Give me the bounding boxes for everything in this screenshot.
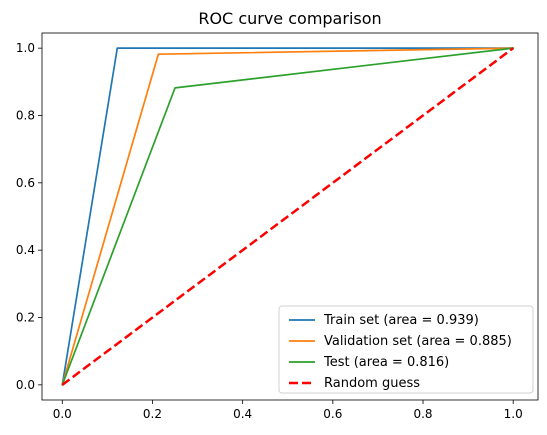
legend-items: Train set (area = 0.939) Validation set (… [289, 313, 512, 391]
series-line-0 [61, 47, 515, 386]
y-tick-label: 0.0 [16, 378, 35, 392]
x-tick-label: 0.0 [53, 407, 72, 421]
x-tick-label: 0.6 [323, 407, 342, 421]
x-axis-ticks: 0.0 0.2 0.4 0.6 0.8 1.0 [53, 400, 523, 421]
y-axis-ticks: 0.0 0.2 0.4 0.6 0.8 1.0 [16, 41, 42, 392]
series-layer [61, 47, 515, 386]
y-tick-label: 0.4 [16, 243, 35, 257]
series-line-1 [61, 47, 515, 386]
x-tick-label: 0.4 [233, 407, 252, 421]
y-tick-label: 0.2 [16, 311, 35, 325]
y-tick-label: 1.0 [16, 41, 35, 55]
x-tick-label: 0.2 [143, 407, 162, 421]
y-tick-label: 0.8 [16, 108, 35, 122]
legend-label-2: Test (area = 0.816) [323, 355, 449, 370]
legend-label-0: Train set (area = 0.939) [323, 313, 479, 328]
y-tick-label: 0.6 [16, 176, 35, 190]
legend-label-1: Validation set (area = 0.885) [324, 334, 512, 349]
x-tick-label: 0.8 [413, 407, 432, 421]
plot-frame [41, 32, 539, 401]
legend-label-3: Random guess [324, 376, 420, 391]
legend-box [278, 305, 534, 394]
x-tick-label: 1.0 [504, 407, 523, 421]
series-line-2 [61, 47, 515, 386]
legend: Train set (area = 0.939) Validation set (… [278, 305, 534, 394]
series-line-3 [61, 47, 514, 386]
chart-title: ROC curve comparison [198, 9, 381, 28]
